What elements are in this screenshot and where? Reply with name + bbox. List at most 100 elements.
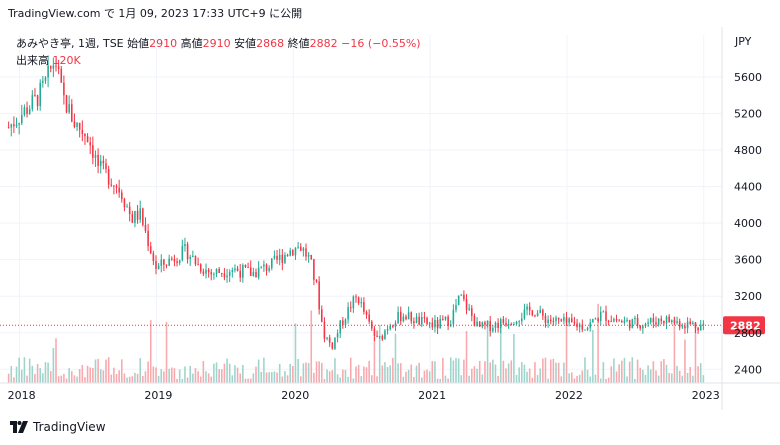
candle-body	[165, 264, 168, 266]
volume-bar	[426, 369, 428, 383]
volume-bar	[99, 369, 102, 383]
volume-bar	[23, 357, 26, 383]
volume-bar	[365, 367, 368, 383]
volume-bar	[176, 378, 178, 383]
candle-body	[157, 265, 160, 269]
candle-body	[21, 114, 23, 124]
volume-bar	[84, 377, 86, 383]
volume-bar	[410, 364, 413, 383]
price-tick-label: 4800	[734, 144, 762, 157]
candle-body	[152, 253, 155, 262]
candle-body	[197, 264, 199, 266]
volume-bar	[55, 338, 57, 383]
volume-bar	[244, 378, 247, 383]
candle-body	[107, 169, 110, 185]
volume-bar	[292, 366, 294, 383]
volume-bar	[49, 371, 52, 383]
candle-body	[336, 333, 339, 338]
volume-bar	[492, 359, 494, 383]
volume-bar	[497, 376, 499, 383]
open-value: 2910	[149, 37, 178, 50]
candle-body	[265, 264, 268, 271]
volume-bar	[526, 371, 528, 383]
candle-body	[621, 321, 623, 323]
candle-body	[392, 325, 394, 327]
candle-body	[260, 266, 263, 268]
volume-bar	[71, 371, 73, 383]
candle-body	[149, 246, 152, 254]
candle-body	[515, 321, 518, 325]
volume-bar	[618, 364, 620, 383]
volume-bar	[521, 362, 523, 383]
volume-bar	[486, 320, 489, 383]
volume-bar	[199, 376, 202, 383]
candle-body	[218, 269, 220, 274]
volume-bar	[584, 357, 586, 383]
volume-bar	[163, 371, 165, 383]
legend-line: あみやき亭, 1週, TSE 始値2910 高値2910 安値2868 終値28…	[16, 35, 421, 51]
volume-bar	[476, 368, 478, 383]
volume-bar	[413, 377, 415, 383]
volume-bar	[21, 369, 23, 383]
candle-body	[142, 208, 144, 225]
candle-body	[42, 80, 44, 83]
candle-body	[455, 305, 457, 310]
candle-body	[136, 211, 139, 220]
volume-bar	[149, 320, 152, 383]
time-tick-label: 2023	[692, 389, 720, 402]
candle-body	[168, 258, 170, 266]
volume-bar	[576, 376, 578, 383]
volume-bar	[121, 359, 123, 383]
candle-body	[273, 255, 276, 259]
candle-body	[578, 324, 581, 328]
volume-bar	[363, 366, 365, 383]
volume-bar	[621, 360, 623, 383]
volume-bar	[660, 361, 663, 383]
volume-bar	[518, 367, 520, 383]
volume-bar	[699, 363, 702, 383]
candle-body	[560, 319, 563, 321]
candle-body	[439, 318, 441, 329]
candle-body	[310, 254, 313, 260]
volume-bar	[494, 364, 497, 383]
candle-body	[192, 255, 194, 258]
volume-bar	[536, 375, 539, 383]
volume-bar	[52, 347, 55, 383]
volume-bar	[223, 363, 226, 383]
candle-body	[702, 323, 705, 325]
volume-bar	[665, 364, 668, 383]
volume-bar	[307, 363, 310, 383]
candle-body	[184, 244, 186, 247]
candle-body	[102, 160, 105, 164]
volume-bar	[286, 375, 289, 383]
candle-body	[173, 258, 176, 262]
footer-brand[interactable]: TradingView	[10, 420, 106, 434]
volume-bar	[34, 374, 36, 383]
candle-body	[176, 261, 178, 264]
candle-body	[418, 316, 420, 325]
volume-bar	[42, 373, 44, 383]
volume-bar	[315, 361, 318, 383]
volume-bar	[65, 378, 68, 383]
volume-bar	[352, 378, 355, 383]
price-tick-label: 4400	[734, 181, 762, 194]
volume-bar	[563, 362, 565, 383]
volume-bar	[586, 369, 589, 383]
candle-body	[92, 145, 94, 158]
candle-body	[189, 257, 191, 259]
volume-bar	[613, 358, 615, 383]
candle-body	[599, 311, 602, 321]
volume-bar	[552, 358, 555, 383]
volume-bar	[539, 368, 541, 383]
volume-bar	[334, 358, 336, 383]
volume-bar	[615, 371, 618, 383]
volume-bar	[610, 366, 613, 383]
candle-body	[534, 315, 536, 317]
candle-body	[286, 254, 289, 256]
candle-body	[305, 248, 307, 257]
candle-body	[281, 254, 284, 263]
candle-body	[547, 319, 549, 324]
candle-body	[123, 199, 126, 208]
candle-body	[63, 82, 65, 96]
candle-body	[642, 326, 644, 329]
